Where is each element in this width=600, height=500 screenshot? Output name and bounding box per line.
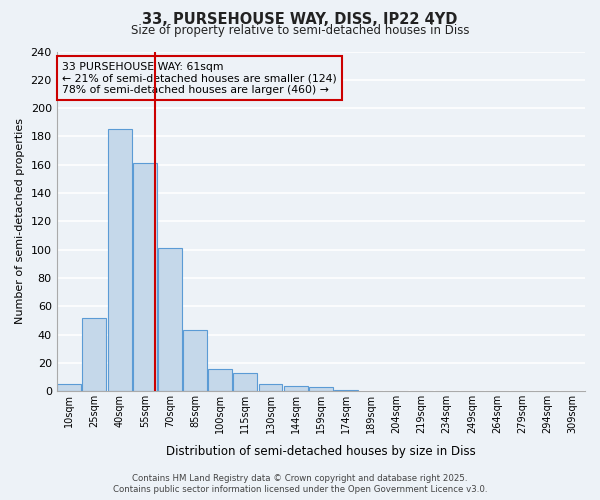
Text: Size of property relative to semi-detached houses in Diss: Size of property relative to semi-detach… xyxy=(131,24,469,37)
Bar xyxy=(309,387,333,391)
Bar xyxy=(208,368,232,391)
Bar xyxy=(57,384,81,391)
Text: Contains HM Land Registry data © Crown copyright and database right 2025.
Contai: Contains HM Land Registry data © Crown c… xyxy=(113,474,487,494)
Bar xyxy=(82,318,106,391)
Bar xyxy=(284,386,308,391)
Bar xyxy=(107,130,131,391)
Bar xyxy=(259,384,283,391)
Bar xyxy=(158,248,182,391)
Bar xyxy=(133,164,157,391)
Text: 33, PURSEHOUSE WAY, DISS, IP22 4YD: 33, PURSEHOUSE WAY, DISS, IP22 4YD xyxy=(142,12,458,28)
Y-axis label: Number of semi-detached properties: Number of semi-detached properties xyxy=(15,118,25,324)
Bar xyxy=(233,373,257,391)
Text: 33 PURSEHOUSE WAY: 61sqm
← 21% of semi-detached houses are smaller (124)
78% of : 33 PURSEHOUSE WAY: 61sqm ← 21% of semi-d… xyxy=(62,62,337,95)
Bar xyxy=(183,330,207,391)
X-axis label: Distribution of semi-detached houses by size in Diss: Distribution of semi-detached houses by … xyxy=(166,444,476,458)
Bar xyxy=(334,390,358,391)
